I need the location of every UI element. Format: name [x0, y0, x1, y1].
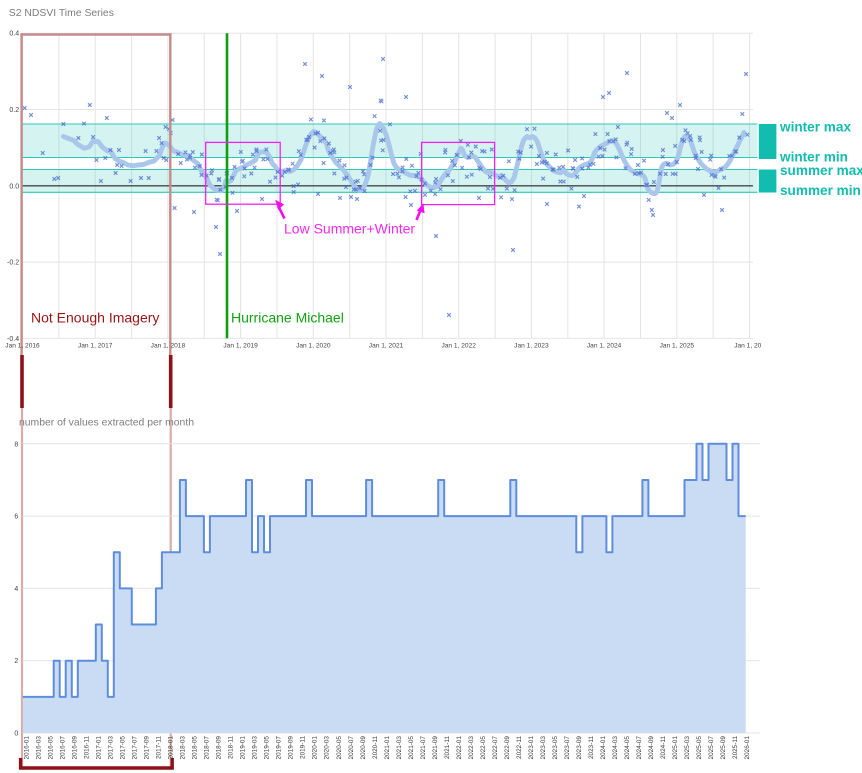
svg-text:2021-11: 2021-11 [444, 736, 451, 759]
svg-text:2025-09: 2025-09 [720, 736, 727, 760]
svg-text:2020-07: 2020-07 [348, 736, 355, 760]
svg-text:2016-11: 2016-11 [83, 736, 90, 759]
svg-text:2016-01: 2016-01 [23, 736, 30, 760]
svg-text:0.0: 0.0 [9, 183, 19, 190]
svg-text:2023-03: 2023-03 [540, 736, 547, 760]
svg-text:Jan 1, 2019: Jan 1, 2019 [223, 343, 258, 350]
svg-text:Jan 1, 2018: Jan 1, 2018 [151, 343, 186, 350]
svg-text:2017-11: 2017-11 [156, 736, 163, 759]
svg-text:2025-07: 2025-07 [708, 736, 715, 760]
svg-text:Jan 1, 20: Jan 1, 20 [734, 343, 761, 350]
svg-text:2017-05: 2017-05 [119, 736, 126, 760]
svg-text:2: 2 [14, 658, 18, 665]
svg-text:summer min: summer min [780, 183, 861, 198]
svg-text:2024-09: 2024-09 [648, 736, 655, 760]
svg-text:2016-09: 2016-09 [71, 736, 78, 760]
svg-text:2024-07: 2024-07 [636, 736, 643, 760]
svg-text:2018-05: 2018-05 [192, 736, 199, 760]
svg-text:2019-07: 2019-07 [276, 736, 283, 760]
svg-text:2023-07: 2023-07 [564, 736, 571, 760]
svg-text:-0.4: -0.4 [7, 336, 19, 343]
svg-text:2025-05: 2025-05 [696, 736, 703, 760]
svg-text:2018-07: 2018-07 [204, 736, 211, 760]
svg-text:Jan 1, 2025: Jan 1, 2025 [660, 343, 695, 350]
svg-text:2024-11: 2024-11 [660, 736, 667, 759]
svg-text:2018-03: 2018-03 [180, 736, 187, 760]
svg-text:2025-11: 2025-11 [732, 736, 739, 759]
svg-text:2021-03: 2021-03 [396, 736, 403, 760]
svg-text:2017-01: 2017-01 [95, 736, 102, 760]
svg-text:winter min: winter min [779, 150, 848, 165]
svg-text:2018-09: 2018-09 [216, 736, 223, 760]
svg-text:Not Enough Imagery: Not Enough Imagery [31, 310, 159, 326]
svg-text:2023-01: 2023-01 [528, 736, 535, 760]
svg-text:2020-09: 2020-09 [360, 736, 367, 760]
svg-text:2022-01: 2022-01 [456, 736, 463, 760]
svg-text:2019-11: 2019-11 [300, 736, 307, 759]
svg-text:winter max: winter max [779, 120, 851, 135]
svg-text:Hurricane Michael: Hurricane Michael [231, 310, 344, 326]
svg-text:2025-03: 2025-03 [684, 736, 691, 760]
svg-text:Jan 1, 2023: Jan 1, 2023 [514, 343, 549, 350]
svg-text:2023-11: 2023-11 [588, 736, 595, 759]
svg-text:2026-01: 2026-01 [744, 736, 751, 760]
svg-text:2022-03: 2022-03 [468, 736, 475, 760]
svg-text:2022-11: 2022-11 [516, 736, 523, 759]
svg-text:0: 0 [14, 731, 18, 738]
svg-text:summer max: summer max [780, 163, 862, 178]
svg-text:Jan 1, 2020: Jan 1, 2020 [296, 343, 331, 350]
svg-text:2018-01: 2018-01 [168, 736, 175, 760]
svg-text:2024-03: 2024-03 [612, 736, 619, 760]
svg-text:Jan 1, 2016: Jan 1, 2016 [5, 343, 40, 350]
svg-text:2022-05: 2022-05 [480, 736, 487, 760]
svg-text:2021-05: 2021-05 [408, 736, 415, 760]
svg-text:2020-03: 2020-03 [324, 736, 331, 760]
svg-text:0.4: 0.4 [9, 31, 19, 38]
svg-text:4: 4 [14, 586, 18, 593]
svg-text:2019-09: 2019-09 [288, 736, 295, 760]
svg-text:2017-09: 2017-09 [143, 736, 150, 760]
svg-text:2016-05: 2016-05 [47, 736, 54, 760]
svg-text:2019-03: 2019-03 [252, 736, 259, 760]
svg-text:2020-01: 2020-01 [312, 736, 319, 760]
svg-text:2017-07: 2017-07 [131, 736, 138, 760]
svg-text:2016-07: 2016-07 [59, 736, 66, 760]
svg-text:2019-01: 2019-01 [240, 736, 247, 760]
svg-text:2023-09: 2023-09 [576, 736, 583, 760]
svg-text:2018-11: 2018-11 [228, 736, 235, 759]
svg-text:Low Summer+Winter: Low Summer+Winter [284, 221, 415, 237]
svg-text:6: 6 [14, 514, 18, 521]
svg-text:0.2: 0.2 [9, 107, 19, 114]
svg-text:S2 NDSVI Time Series: S2 NDSVI Time Series [9, 8, 114, 19]
svg-text:2025-01: 2025-01 [672, 736, 679, 760]
svg-text:number of values extracted per: number of values extracted per month [19, 418, 194, 429]
svg-text:2023-05: 2023-05 [552, 736, 559, 760]
svg-text:Jan 1, 2021: Jan 1, 2021 [369, 343, 404, 350]
svg-text:2021-07: 2021-07 [420, 736, 427, 760]
svg-text:2019-05: 2019-05 [264, 736, 271, 760]
svg-text:Jan 1, 2017: Jan 1, 2017 [78, 343, 113, 350]
svg-text:Jan 1, 2024: Jan 1, 2024 [587, 343, 622, 350]
svg-text:2021-01: 2021-01 [384, 736, 391, 760]
svg-text:2016-03: 2016-03 [35, 736, 42, 760]
svg-text:2017-03: 2017-03 [107, 736, 114, 760]
svg-text:-0.2: -0.2 [7, 260, 19, 267]
svg-text:2020-05: 2020-05 [336, 736, 343, 760]
svg-text:2024-05: 2024-05 [624, 736, 631, 760]
svg-text:8: 8 [14, 441, 18, 448]
svg-text:Jan 1, 2022: Jan 1, 2022 [441, 343, 476, 350]
svg-text:2021-09: 2021-09 [432, 736, 439, 760]
svg-text:2020-11: 2020-11 [372, 736, 379, 759]
svg-text:2022-09: 2022-09 [504, 736, 511, 760]
svg-text:2022-07: 2022-07 [492, 736, 499, 760]
svg-text:2024-01: 2024-01 [600, 736, 607, 760]
